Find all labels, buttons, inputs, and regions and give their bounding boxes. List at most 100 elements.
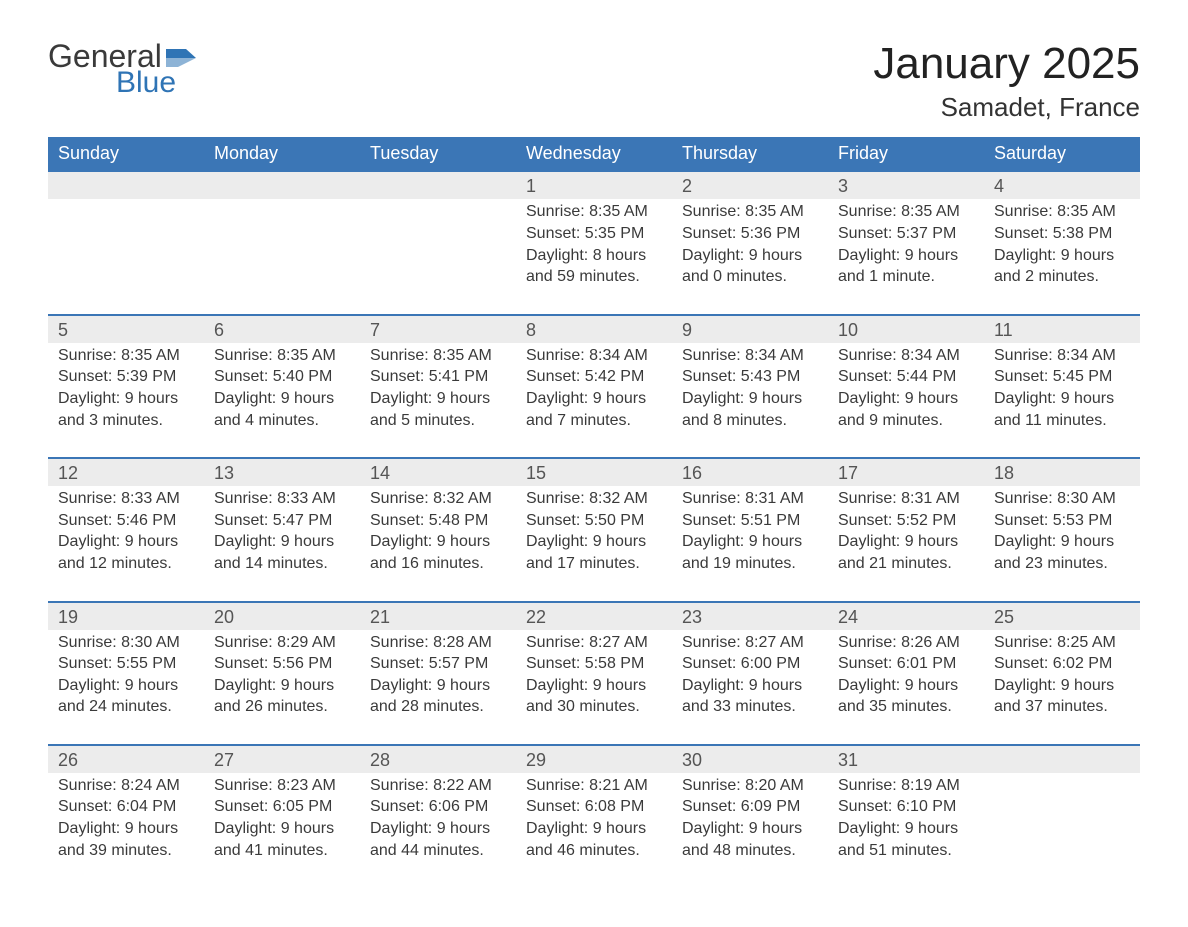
day-number: 31 <box>828 745 984 773</box>
day-line: Sunrise: 8:35 AM <box>838 201 974 223</box>
day-cell: Sunrise: 8:35 AMSunset: 5:36 PMDaylight:… <box>672 199 828 314</box>
day-line: and 19 minutes. <box>682 553 818 575</box>
day-line: Sunset: 5:46 PM <box>58 510 194 532</box>
day-line: and 12 minutes. <box>58 553 194 575</box>
day-line: Daylight: 9 hours <box>58 531 194 553</box>
day-line: Daylight: 9 hours <box>838 388 974 410</box>
day-line: Daylight: 9 hours <box>682 818 818 840</box>
day-line: and 41 minutes. <box>214 840 350 862</box>
day-number: 12 <box>48 458 204 486</box>
calendar-table: SundayMondayTuesdayWednesdayThursdayFrid… <box>48 137 1140 887</box>
day-cell: Sunrise: 8:34 AMSunset: 5:45 PMDaylight:… <box>984 343 1140 458</box>
day-line: Daylight: 9 hours <box>682 245 818 267</box>
day-line: and 51 minutes. <box>838 840 974 862</box>
daynum-row: 1234 <box>48 171 1140 199</box>
day-cell: Sunrise: 8:31 AMSunset: 5:51 PMDaylight:… <box>672 486 828 601</box>
day-line: Daylight: 9 hours <box>994 531 1130 553</box>
day-line: Sunset: 6:00 PM <box>682 653 818 675</box>
day-cell: Sunrise: 8:30 AMSunset: 5:53 PMDaylight:… <box>984 486 1140 601</box>
day-line: and 4 minutes. <box>214 410 350 432</box>
day-number: 6 <box>204 315 360 343</box>
title-block: January 2025 Samadet, France <box>873 40 1140 123</box>
day-cell: Sunrise: 8:25 AMSunset: 6:02 PMDaylight:… <box>984 630 1140 745</box>
day-line: and 59 minutes. <box>526 266 662 288</box>
day-line: Sunrise: 8:29 AM <box>214 632 350 654</box>
detail-row: Sunrise: 8:35 AMSunset: 5:35 PMDaylight:… <box>48 199 1140 314</box>
day-line: Daylight: 9 hours <box>526 818 662 840</box>
day-cell <box>204 199 360 314</box>
day-cell: Sunrise: 8:34 AMSunset: 5:43 PMDaylight:… <box>672 343 828 458</box>
day-cell: Sunrise: 8:32 AMSunset: 5:50 PMDaylight:… <box>516 486 672 601</box>
day-line: and 26 minutes. <box>214 696 350 718</box>
day-number: 3 <box>828 171 984 199</box>
day-cell: Sunrise: 8:31 AMSunset: 5:52 PMDaylight:… <box>828 486 984 601</box>
day-cell: Sunrise: 8:26 AMSunset: 6:01 PMDaylight:… <box>828 630 984 745</box>
day-number: 30 <box>672 745 828 773</box>
day-line: and 11 minutes. <box>994 410 1130 432</box>
day-line: Daylight: 9 hours <box>682 388 818 410</box>
day-number: 29 <box>516 745 672 773</box>
day-line: Daylight: 9 hours <box>838 675 974 697</box>
page-title: January 2025 <box>873 40 1140 88</box>
day-line: Sunset: 5:55 PM <box>58 653 194 675</box>
day-line: and 5 minutes. <box>370 410 506 432</box>
day-line: Daylight: 9 hours <box>994 388 1130 410</box>
day-line: Sunrise: 8:32 AM <box>370 488 506 510</box>
day-line: and 23 minutes. <box>994 553 1130 575</box>
day-number: 22 <box>516 602 672 630</box>
detail-row: Sunrise: 8:24 AMSunset: 6:04 PMDaylight:… <box>48 773 1140 887</box>
day-number: 9 <box>672 315 828 343</box>
day-line: Sunset: 5:36 PM <box>682 223 818 245</box>
day-line: Daylight: 8 hours <box>526 245 662 267</box>
day-line: and 30 minutes. <box>526 696 662 718</box>
day-number: 21 <box>360 602 516 630</box>
daynum-row: 567891011 <box>48 315 1140 343</box>
day-line: and 48 minutes. <box>682 840 818 862</box>
day-line: and 39 minutes. <box>58 840 194 862</box>
day-number: 27 <box>204 745 360 773</box>
day-line: Sunset: 5:37 PM <box>838 223 974 245</box>
day-cell: Sunrise: 8:27 AMSunset: 6:00 PMDaylight:… <box>672 630 828 745</box>
day-line: Sunset: 6:10 PM <box>838 796 974 818</box>
day-line: Sunrise: 8:22 AM <box>370 775 506 797</box>
day-line: Sunset: 5:50 PM <box>526 510 662 532</box>
day-cell: Sunrise: 8:24 AMSunset: 6:04 PMDaylight:… <box>48 773 204 887</box>
day-line: Sunrise: 8:34 AM <box>838 345 974 367</box>
day-line: Daylight: 9 hours <box>370 388 506 410</box>
day-line: Sunset: 6:08 PM <box>526 796 662 818</box>
day-line: Daylight: 9 hours <box>838 818 974 840</box>
day-cell <box>48 199 204 314</box>
day-line: Sunset: 5:44 PM <box>838 366 974 388</box>
day-line: Sunset: 5:35 PM <box>526 223 662 245</box>
weekday-header: Tuesday <box>360 137 516 171</box>
day-number <box>48 171 204 199</box>
day-number: 14 <box>360 458 516 486</box>
day-cell: Sunrise: 8:35 AMSunset: 5:37 PMDaylight:… <box>828 199 984 314</box>
day-line: and 46 minutes. <box>526 840 662 862</box>
day-line: Daylight: 9 hours <box>370 531 506 553</box>
day-cell: Sunrise: 8:23 AMSunset: 6:05 PMDaylight:… <box>204 773 360 887</box>
day-line: Daylight: 9 hours <box>994 675 1130 697</box>
location-label: Samadet, France <box>873 92 1140 123</box>
day-line: Sunset: 5:40 PM <box>214 366 350 388</box>
day-line: and 2 minutes. <box>994 266 1130 288</box>
weekday-header: Friday <box>828 137 984 171</box>
day-cell: Sunrise: 8:33 AMSunset: 5:47 PMDaylight:… <box>204 486 360 601</box>
day-line: Sunset: 5:41 PM <box>370 366 506 388</box>
day-line: Sunrise: 8:32 AM <box>526 488 662 510</box>
day-line: Daylight: 9 hours <box>682 675 818 697</box>
day-line: Daylight: 9 hours <box>58 818 194 840</box>
day-line: Sunrise: 8:31 AM <box>838 488 974 510</box>
day-line: Sunrise: 8:35 AM <box>682 201 818 223</box>
day-line: Sunrise: 8:25 AM <box>994 632 1130 654</box>
day-line: Sunset: 5:42 PM <box>526 366 662 388</box>
day-line: Daylight: 9 hours <box>214 531 350 553</box>
day-line: Sunrise: 8:24 AM <box>58 775 194 797</box>
day-cell: Sunrise: 8:29 AMSunset: 5:56 PMDaylight:… <box>204 630 360 745</box>
day-cell: Sunrise: 8:35 AMSunset: 5:41 PMDaylight:… <box>360 343 516 458</box>
day-number: 1 <box>516 171 672 199</box>
day-cell: Sunrise: 8:35 AMSunset: 5:40 PMDaylight:… <box>204 343 360 458</box>
logo-text-blue: Blue <box>116 68 196 98</box>
day-line: and 21 minutes. <box>838 553 974 575</box>
detail-row: Sunrise: 8:33 AMSunset: 5:46 PMDaylight:… <box>48 486 1140 601</box>
